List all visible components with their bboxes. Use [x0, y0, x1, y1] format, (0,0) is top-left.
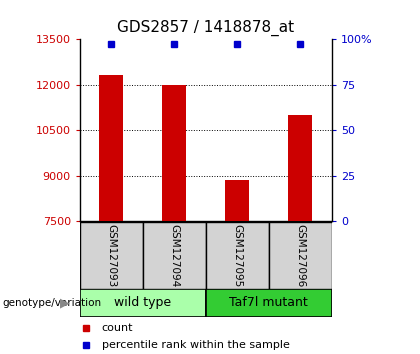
Text: GSM127095: GSM127095 [232, 224, 242, 287]
Bar [225, 180, 249, 221]
Text: Taf7l mutant: Taf7l mutant [229, 296, 308, 309]
Text: count: count [102, 323, 134, 333]
Bar [206, 222, 269, 289]
Bar [80, 222, 143, 289]
Text: percentile rank within the sample: percentile rank within the sample [102, 340, 290, 350]
Text: wild type: wild type [114, 296, 171, 309]
Bar [206, 289, 332, 317]
Bar [269, 222, 332, 289]
Bar [80, 289, 206, 317]
Title: GDS2857 / 1418878_at: GDS2857 / 1418878_at [117, 20, 294, 36]
Text: GSM127096: GSM127096 [295, 224, 305, 287]
Bar [100, 75, 123, 221]
Text: ▶: ▶ [60, 296, 70, 309]
Text: genotype/variation: genotype/variation [2, 298, 101, 308]
Bar [288, 115, 312, 221]
Bar [143, 222, 206, 289]
Text: GSM127094: GSM127094 [169, 224, 179, 287]
Text: GSM127093: GSM127093 [106, 224, 116, 287]
Bar [162, 85, 186, 221]
